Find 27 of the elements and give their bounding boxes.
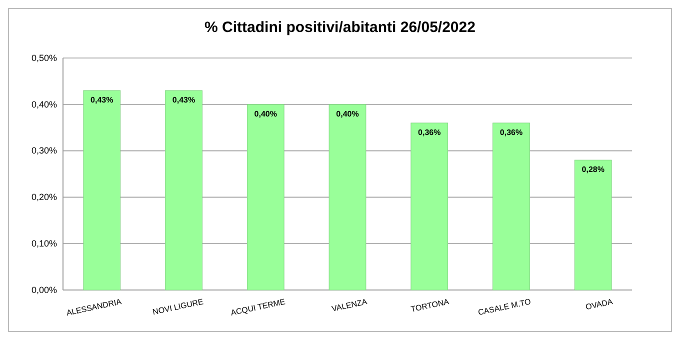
data-label: 0,36% xyxy=(500,128,523,137)
x-tick-label: NOVI LIGURE xyxy=(152,297,204,317)
x-tick-label: ACQUI TERME xyxy=(230,297,286,318)
y-tick-label: 0,00% xyxy=(31,284,57,295)
y-tick-label: 0,30% xyxy=(31,146,57,156)
bar xyxy=(165,90,202,290)
data-label: 0,43% xyxy=(90,95,114,104)
bar xyxy=(410,122,448,290)
data-label: 0,43% xyxy=(172,95,196,104)
y-tick-label: 0,40% xyxy=(31,99,57,110)
chart-title: % Cittadini positivi/abitanti 26/05/2022 xyxy=(204,19,476,36)
data-label: 0,40% xyxy=(336,109,359,118)
y-tick-label: 0,20% xyxy=(31,192,57,202)
x-tick-label: OVADA xyxy=(584,297,614,312)
data-label: 0,28% xyxy=(582,165,604,174)
bar xyxy=(492,122,530,290)
data-label: 0,36% xyxy=(418,128,441,137)
bar xyxy=(574,160,612,290)
y-tick-label: 0,10% xyxy=(31,238,57,248)
y-tick-label: 0,50% xyxy=(31,52,57,63)
x-tick-label: TORTONA xyxy=(410,297,450,314)
bar xyxy=(83,90,121,290)
bar xyxy=(246,104,284,290)
x-tick-label: VALENZA xyxy=(330,297,369,314)
x-tick-label: CASALE M.TO xyxy=(477,297,532,318)
bar xyxy=(328,104,366,290)
data-label: 0,40% xyxy=(254,109,277,118)
